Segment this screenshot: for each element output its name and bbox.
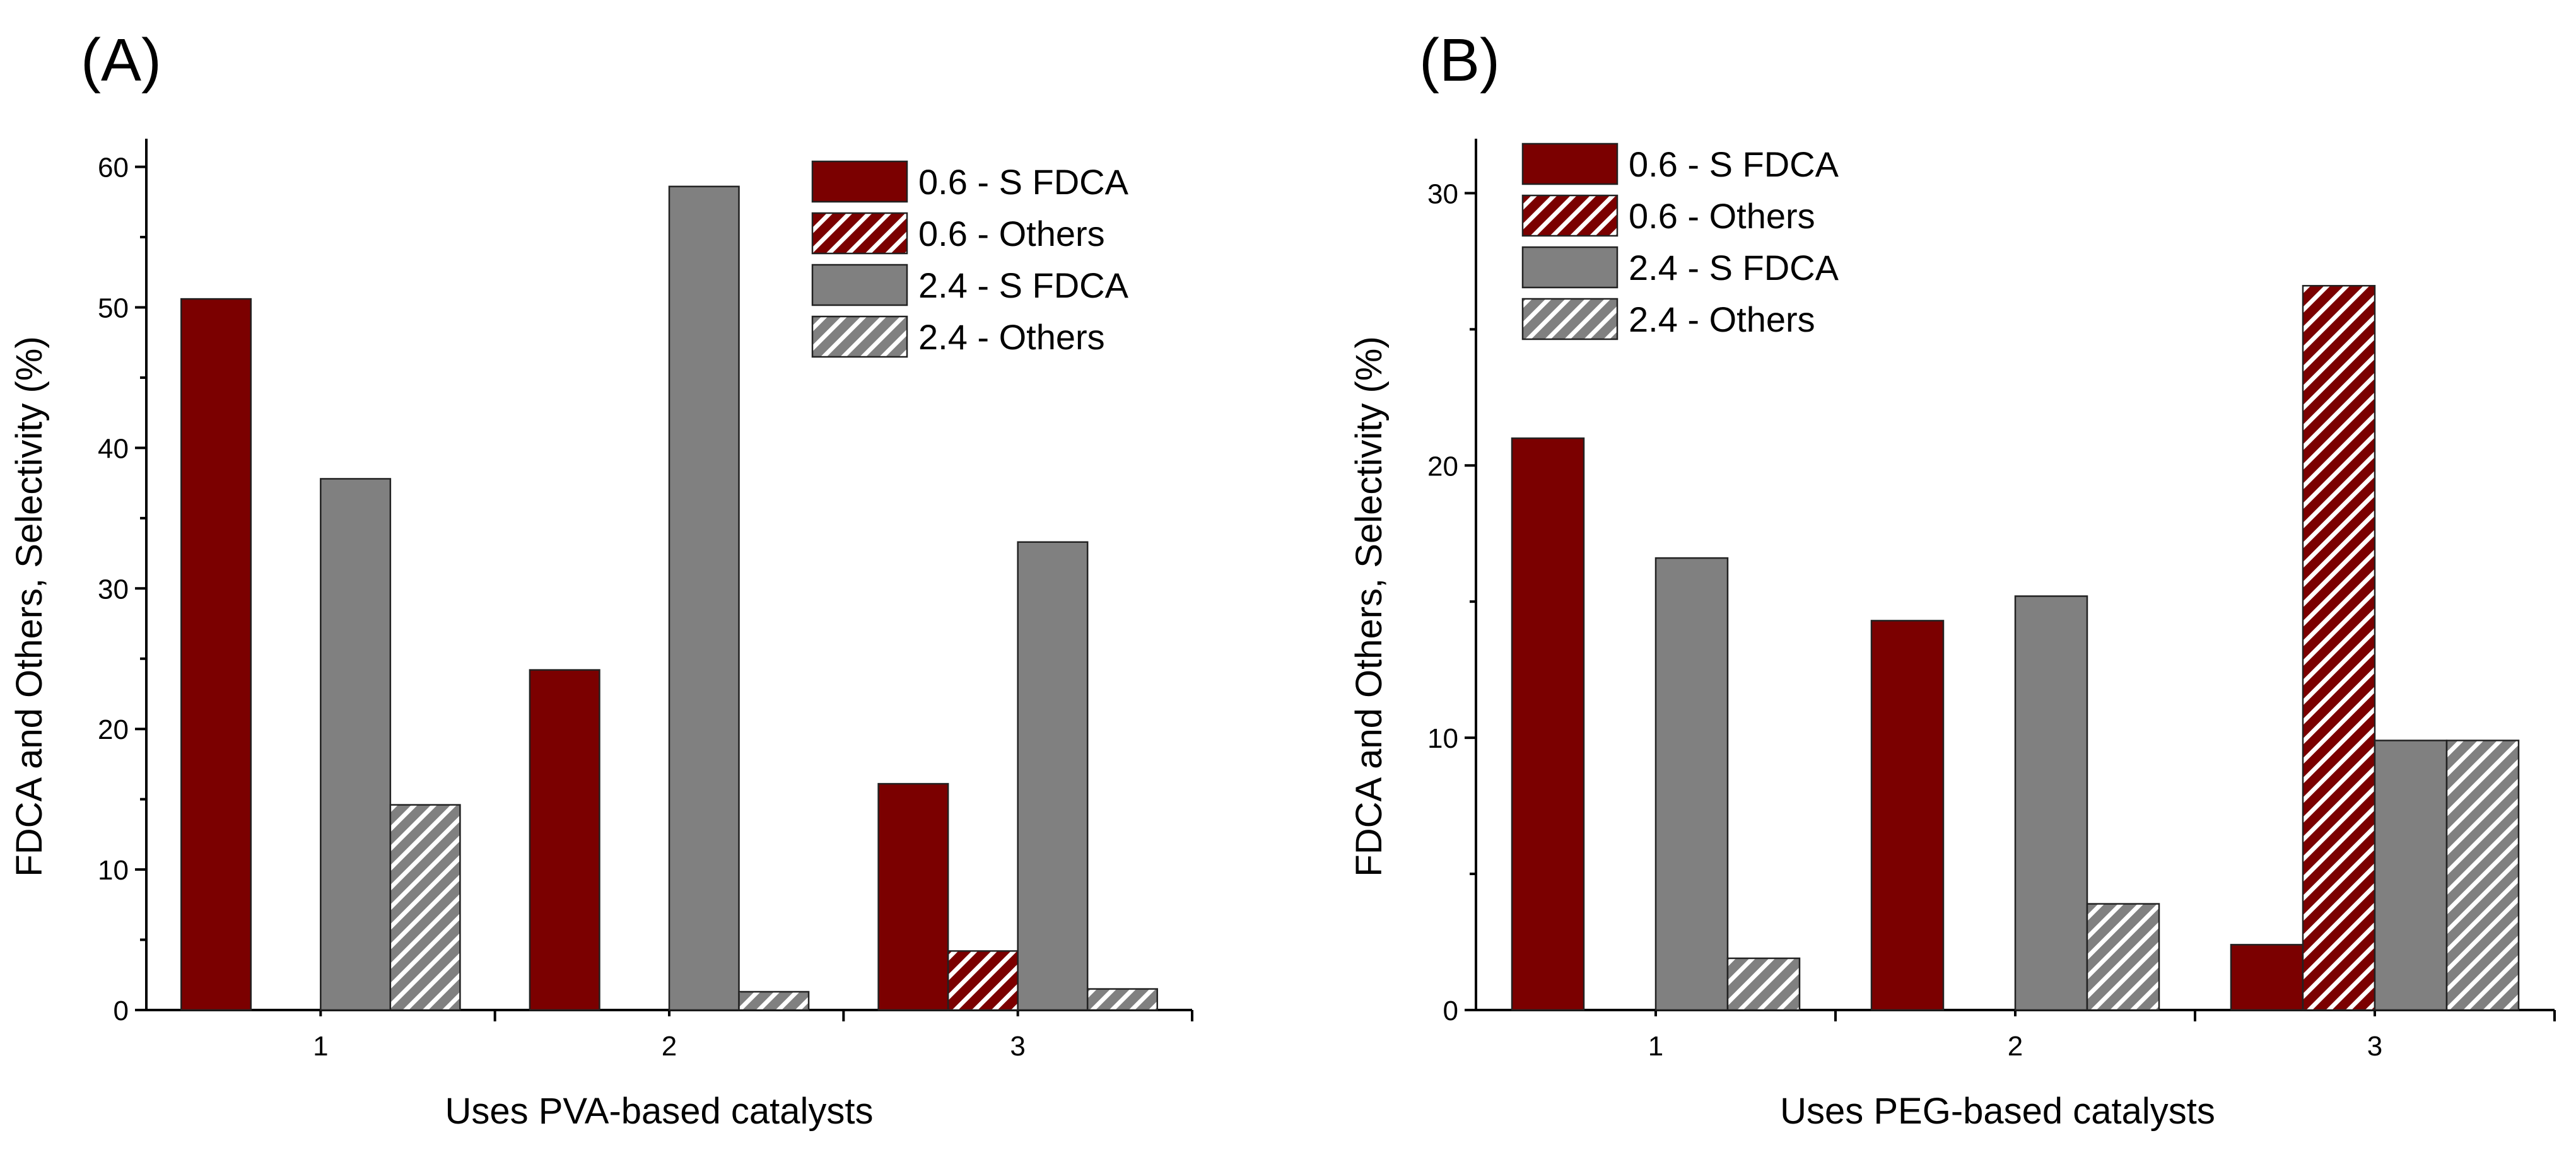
bar-2-4-s-fdca-cat-1 <box>320 478 392 1011</box>
bar-0-6-others-cat-3 <box>2302 284 2376 1011</box>
bar-2-4-s-fdca-cat-2 <box>668 185 740 1011</box>
legend-label: 0.6 - Others <box>918 214 1105 253</box>
y-tick-label: 0 <box>1443 996 1458 1026</box>
bar-0-6-s-fdca-cat-3 <box>2230 944 2304 1011</box>
panel-b-legend: 0.6 - S FDCA 0.6 - Others 2.4 - S FDCA 2.4 … <box>1521 142 1839 340</box>
panel-b-plot: 0 10 20 30 1 2 3 <box>1427 139 2556 1062</box>
legend-swatch <box>811 160 908 203</box>
legend-label: 0.6 - Others <box>1629 196 1815 236</box>
legend-swatch <box>1521 142 1619 185</box>
y-tick-label: 30 <box>1427 178 1458 209</box>
y-tick-label: 10 <box>98 855 129 886</box>
legend-label: 2.4 - Others <box>1629 299 1815 339</box>
x-tick-label: 1 <box>313 1031 328 1062</box>
panel-a-x-axis-title: Uses PVA-based catalysts <box>445 1091 873 1132</box>
legend-label: 2.4 - S FDCA <box>1629 248 1839 288</box>
bar-0-6-s-fdca-cat-3 <box>877 782 949 1011</box>
bar-2-4-others-cat-2 <box>738 990 810 1011</box>
y-tick-label: 0 <box>114 996 129 1026</box>
bar-2-4-others-cat-1 <box>389 804 461 1011</box>
bar-2-4-s-fdca-cat-3 <box>1017 541 1089 1011</box>
legend-label: 0.6 - S FDCA <box>1629 144 1839 184</box>
bar-2-4-others-cat-3 <box>2445 740 2520 1011</box>
panel-b-label: (B) <box>1419 26 1500 94</box>
legend-swatch <box>1521 298 1619 340</box>
panel-a-plot: 0 10 20 30 40 50 60 1 2 3 <box>98 139 1193 1062</box>
legend-label: 0.6 - S FDCA <box>918 162 1129 202</box>
x-tick-label: 3 <box>2367 1031 2382 1062</box>
x-tick-label: 3 <box>1010 1031 1025 1062</box>
bar-2-4-others-cat-2 <box>2086 903 2160 1011</box>
legend-swatch <box>811 212 908 255</box>
legend-label: 2.4 - Others <box>918 317 1105 357</box>
legend-swatch <box>1521 194 1619 237</box>
panel-b: (B) 0 10 20 30 1 2 3 0.6 - S FDCA 0.6 - Others 2… <box>1349 26 2556 1132</box>
legend-swatch <box>811 315 908 358</box>
bar-0-6-others-cat-3 <box>947 950 1019 1011</box>
bar-2-4-s-fdca-cat-1 <box>1654 557 1729 1011</box>
y-tick-label: 40 <box>98 433 129 464</box>
bar-0-6-s-fdca-cat-2 <box>529 669 600 1011</box>
legend-label: 2.4 - S FDCA <box>918 265 1129 305</box>
y-tick-label: 20 <box>1427 451 1458 482</box>
legend-swatch <box>811 264 908 306</box>
y-tick-label: 10 <box>1427 723 1458 754</box>
y-tick-label: 60 <box>98 153 129 183</box>
panel-b-y-axis-title: FDCA and Others, Selectivity (%) <box>1349 336 1390 876</box>
y-tick-label: 30 <box>98 574 129 605</box>
panel-a-label: (A) <box>81 26 161 94</box>
bar-0-6-s-fdca-cat-2 <box>1870 620 1945 1011</box>
bar-2-4-others-cat-3 <box>1086 988 1158 1011</box>
bar-2-4-others-cat-1 <box>1726 957 1801 1011</box>
panel-a-legend: 0.6 - S FDCA 0.6 - Others 2.4 - S FDCA 2.4 … <box>811 160 1129 358</box>
bar-2-4-s-fdca-cat-2 <box>2014 595 2088 1011</box>
y-tick-label: 50 <box>98 293 129 323</box>
bar-0-6-s-fdca-cat-1 <box>1511 437 1585 1011</box>
x-tick-label: 1 <box>1648 1031 1663 1062</box>
y-tick-label: 20 <box>98 714 129 745</box>
legend-swatch <box>1521 246 1619 289</box>
x-tick-label: 2 <box>662 1031 677 1062</box>
panel-b-x-axis-title: Uses PEG-based catalysts <box>1780 1091 2215 1132</box>
x-tick-label: 2 <box>2008 1031 2023 1062</box>
bar-0-6-s-fdca-cat-1 <box>180 298 252 1011</box>
panel-a: (A) 0 10 20 30 40 50 60 1 2 3 0.6 - S FDCA 0.6 - O… <box>9 26 1193 1132</box>
bar-2-4-s-fdca-cat-3 <box>2374 740 2448 1011</box>
panel-a-y-axis-title: FDCA and Others, Selectivity (%) <box>9 336 50 876</box>
